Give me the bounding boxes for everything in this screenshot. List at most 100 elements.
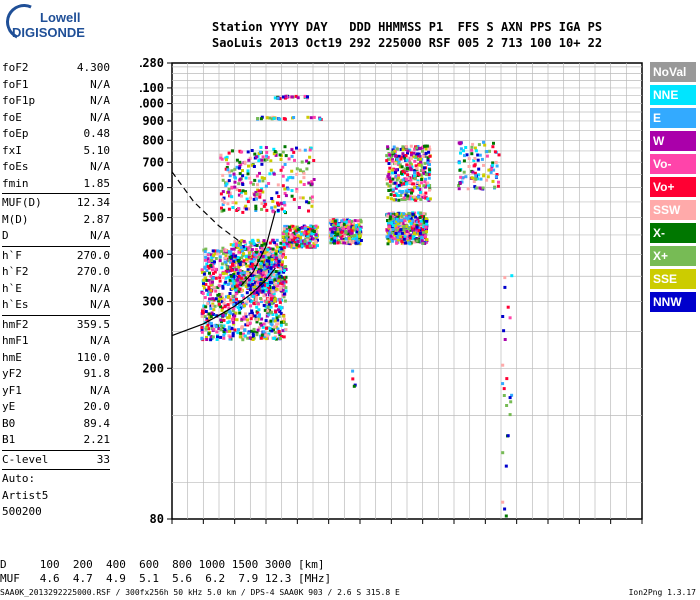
echo-point [425,144,429,148]
echo-point [347,237,351,240]
echo-point [295,187,299,191]
echo-point [406,194,410,198]
echo-point [255,250,259,254]
echo-point [408,215,412,219]
echo-point [254,277,258,281]
echo-point [244,302,248,306]
echo-point [415,166,419,170]
echo-point [393,181,397,185]
echo-point [240,256,244,260]
echo-point [266,286,270,290]
echo-point [344,237,348,241]
echo-point [256,238,260,242]
echo-point [205,288,209,292]
echo-point [228,282,232,286]
echo-point [208,297,211,301]
echo-point [274,310,278,314]
echo-point [231,243,235,247]
echo-point [398,189,402,193]
echo-point [404,179,408,183]
echo-point [256,117,260,120]
echo-point [202,272,206,276]
echo-point [471,142,475,146]
echo-point [408,163,412,167]
echo-point [346,218,350,222]
echo-point [240,271,244,275]
echo-point [255,320,259,324]
echo-point [358,234,362,238]
echo-point [396,215,400,219]
echo-point [209,306,213,310]
echo-point [244,312,247,316]
echo-point [204,258,207,262]
echo-point [231,279,235,283]
echo-point [340,223,344,227]
echo-point [282,201,286,205]
echo-point [508,413,512,417]
echo-point [269,297,273,301]
echo-point [262,263,266,267]
y-tick-label: 1000 [140,97,164,111]
echo-point [248,245,252,249]
echo-point [267,276,271,280]
echo-point [502,387,506,391]
echo-point [256,292,260,296]
echo-point [302,172,306,176]
echo-point [234,243,238,247]
echo-point [406,149,410,153]
echo-point [351,240,355,244]
legend-item-vo: Vo+ [650,177,696,197]
echo-point [408,195,412,199]
echo-point [239,190,243,194]
echo-point [232,274,236,278]
echo-point [387,233,391,237]
echo-point [299,232,303,236]
echo-point [204,327,208,331]
echo-point [274,273,278,277]
echo-point [278,153,282,157]
echo-point [211,265,215,269]
echo-point [220,300,224,304]
echo-point [260,115,264,119]
echo-point [395,178,399,182]
echo-point [342,222,346,226]
echo-point [231,294,235,298]
echo-point [248,176,252,180]
echo-point [205,317,209,321]
echo-point [330,223,334,226]
echo-point [416,158,420,161]
echo-point [389,234,393,238]
echo-point [423,180,427,184]
echo-point [414,164,418,168]
echo-point [224,295,228,299]
echo-point [213,304,217,308]
legend-item-vo: Vo- [650,154,696,174]
echo-point [264,258,268,262]
param-name: foF1 [2,77,29,91]
echo-point [285,242,289,246]
echo-point [230,287,234,291]
echo-point [253,261,257,265]
echo-point [224,276,228,280]
echo-point [246,169,250,173]
echo-point [204,305,208,309]
echo-point [508,316,512,320]
echo-point [286,187,290,191]
echo-point [404,214,408,218]
echo-point [390,221,394,225]
echo-point [408,234,412,238]
echo-point [268,247,272,251]
echo-point [232,260,236,264]
echo-point [273,319,277,323]
echo-point [266,309,270,313]
echo-point [462,170,466,174]
echo-point [231,263,235,267]
echo-point [402,242,406,246]
echo-point [390,150,394,154]
echo-point [237,265,241,269]
param-value: 2.21 [83,433,111,446]
echo-point [219,328,223,331]
echo-point [251,267,255,271]
echo-point [293,227,297,231]
echo-point [208,316,211,320]
